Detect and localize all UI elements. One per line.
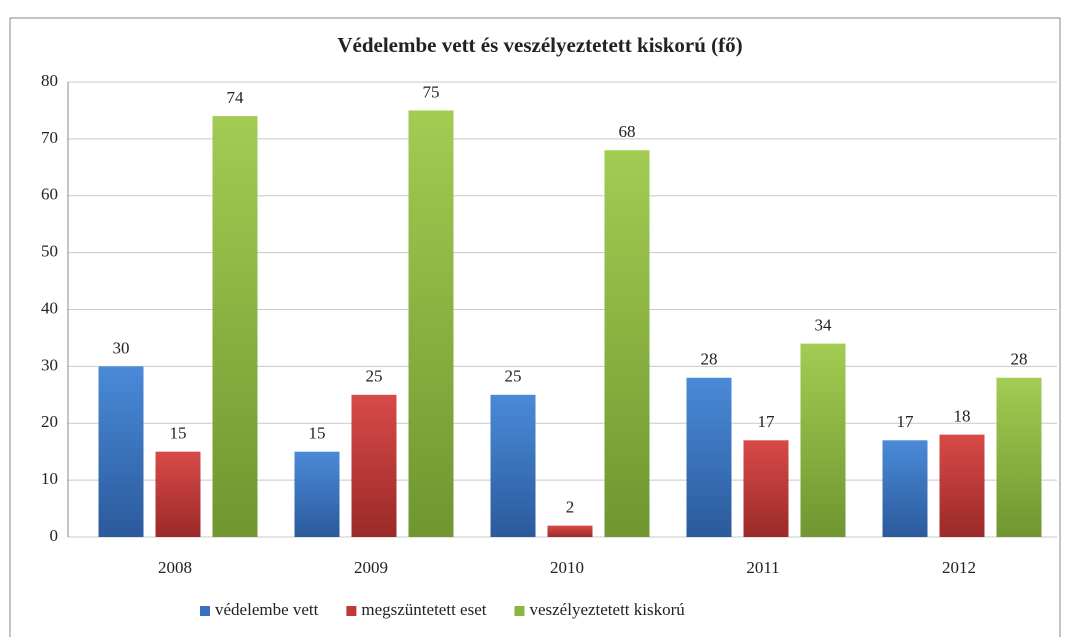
- legend-swatch: [346, 606, 357, 616]
- bar: [351, 394, 397, 537]
- y-tick-label: 50: [41, 242, 58, 261]
- legend-label: védelembe vett: [215, 600, 319, 619]
- data-label: 15: [170, 424, 187, 443]
- chart-title: Védelembe vett és veszélyeztetett kiskor…: [337, 33, 742, 57]
- y-tick-label: 0: [50, 526, 59, 545]
- bar: [800, 343, 846, 537]
- bar: [155, 451, 201, 537]
- data-label: 75: [423, 82, 440, 101]
- y-tick-label: 40: [41, 298, 58, 317]
- x-tick-label: 2008: [158, 558, 192, 577]
- y-tick-label: 60: [41, 185, 58, 204]
- x-tick-label: 2011: [746, 558, 779, 577]
- bar: [882, 440, 928, 537]
- data-label: 17: [758, 412, 776, 431]
- legend-swatch: [200, 606, 210, 616]
- bar: [939, 434, 985, 537]
- chart-frame: [9, 17, 1061, 637]
- data-label: 68: [619, 122, 636, 141]
- legend-swatch: [514, 606, 525, 616]
- bar: [547, 525, 593, 537]
- data-label: 30: [113, 338, 130, 357]
- bar: [743, 440, 789, 537]
- data-label: 74: [227, 88, 245, 107]
- y-tick-label: 70: [41, 128, 58, 147]
- x-tick-label: 2010: [550, 558, 584, 577]
- data-label: 34: [815, 316, 833, 335]
- y-tick-label: 10: [41, 469, 58, 488]
- legend-label: veszélyeztetett kiskorú: [529, 600, 685, 619]
- bar: [996, 377, 1042, 537]
- x-tick-label: 2009: [354, 558, 388, 577]
- y-tick-label: 80: [41, 71, 58, 90]
- bar: [98, 366, 144, 537]
- bar: [490, 394, 536, 537]
- data-label: 2: [566, 498, 575, 517]
- data-label: 28: [1011, 350, 1028, 369]
- data-label: 28: [701, 350, 718, 369]
- x-tick-label: 2012: [942, 558, 976, 577]
- legend-label: megszüntetett eset: [361, 600, 486, 619]
- data-label: 18: [954, 407, 971, 426]
- y-tick-label: 20: [41, 412, 58, 431]
- bar: [604, 150, 650, 537]
- data-label: 25: [366, 367, 383, 386]
- bar: [408, 110, 454, 537]
- data-label: 25: [505, 367, 522, 386]
- bar: [294, 451, 340, 537]
- y-tick-label: 30: [41, 355, 58, 374]
- data-label: 15: [309, 424, 326, 443]
- bar: [212, 116, 258, 537]
- data-label: 17: [897, 412, 915, 431]
- bar: [686, 377, 732, 537]
